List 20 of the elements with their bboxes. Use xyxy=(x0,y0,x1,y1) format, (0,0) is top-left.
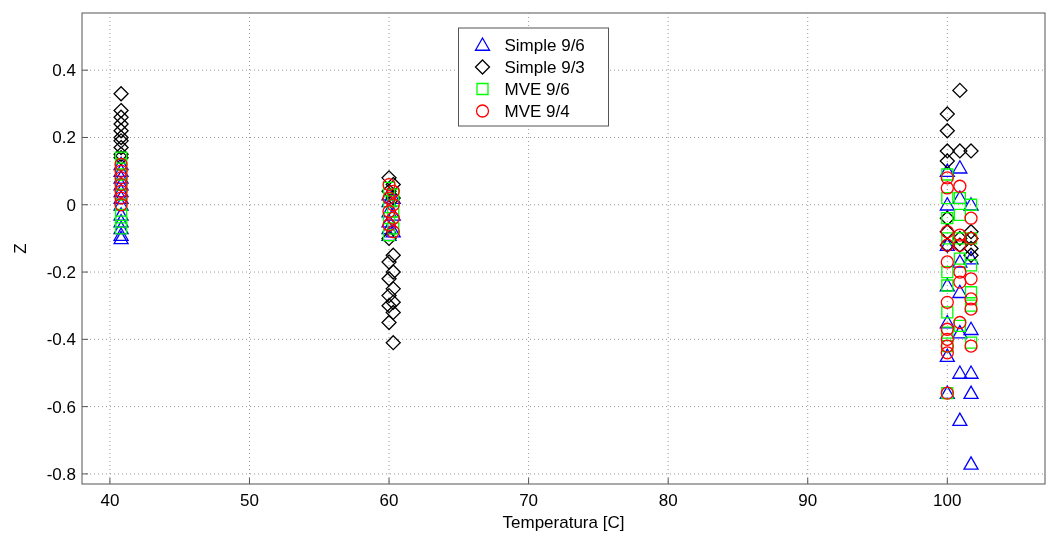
y-tick-label: -0.6 xyxy=(46,397,76,417)
x-tick-label: 50 xyxy=(240,491,259,510)
y-axis-title: Z xyxy=(11,243,30,254)
y-tick-label: -0.8 xyxy=(46,464,76,484)
legend-label: Simple 9/3 xyxy=(504,58,585,77)
y-tick-label: -0.4 xyxy=(46,330,76,350)
y-tick-label: -0.2 xyxy=(46,263,76,283)
y-tick-label: 0 xyxy=(66,195,76,215)
legend-label: MVE 9/4 xyxy=(504,102,570,121)
legend-label: MVE 9/6 xyxy=(504,80,570,99)
x-tick-label: 60 xyxy=(379,491,399,510)
x-tick-label: 90 xyxy=(798,491,818,510)
x-axis-title: Temperatura [C] xyxy=(502,513,625,532)
x-tick-label: 40 xyxy=(100,491,120,510)
y-tick-label: 0.2 xyxy=(52,128,76,148)
y-tick-label: 0.4 xyxy=(52,61,76,81)
x-tick-label: 70 xyxy=(519,491,539,510)
x-tick-label: 100 xyxy=(933,491,962,510)
legend-label: Simple 9/6 xyxy=(504,36,585,55)
x-tick-label: 80 xyxy=(658,491,678,510)
